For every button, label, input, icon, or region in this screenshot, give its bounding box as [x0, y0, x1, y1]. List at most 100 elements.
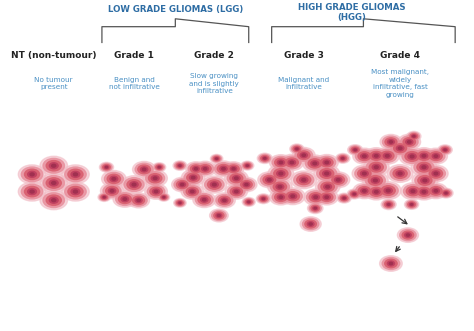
Circle shape	[375, 147, 400, 164]
Circle shape	[191, 176, 195, 179]
Circle shape	[363, 172, 366, 175]
Circle shape	[263, 175, 276, 184]
Circle shape	[381, 199, 396, 210]
Circle shape	[382, 258, 400, 269]
Circle shape	[270, 155, 292, 170]
Circle shape	[434, 190, 438, 192]
Circle shape	[121, 197, 128, 202]
Circle shape	[40, 173, 67, 192]
Circle shape	[259, 154, 271, 162]
Circle shape	[212, 161, 235, 177]
Circle shape	[337, 155, 348, 162]
Circle shape	[353, 183, 375, 199]
Circle shape	[422, 191, 426, 193]
Circle shape	[218, 214, 220, 216]
Circle shape	[384, 188, 392, 193]
Circle shape	[268, 178, 292, 195]
Circle shape	[411, 190, 415, 192]
Circle shape	[439, 146, 451, 154]
Circle shape	[421, 178, 429, 183]
Circle shape	[302, 218, 319, 230]
Circle shape	[172, 177, 193, 192]
Circle shape	[123, 198, 127, 200]
Circle shape	[353, 148, 376, 164]
Circle shape	[418, 187, 430, 196]
Circle shape	[153, 163, 166, 171]
Circle shape	[315, 178, 340, 195]
Circle shape	[429, 152, 442, 161]
Circle shape	[300, 177, 308, 183]
Circle shape	[98, 193, 110, 202]
Circle shape	[388, 140, 412, 156]
Circle shape	[325, 196, 328, 198]
Circle shape	[199, 165, 211, 173]
Circle shape	[246, 201, 251, 203]
Circle shape	[406, 201, 417, 208]
Circle shape	[197, 163, 214, 175]
Circle shape	[293, 146, 301, 152]
Circle shape	[350, 191, 358, 197]
Circle shape	[150, 187, 162, 196]
Circle shape	[365, 184, 388, 200]
Circle shape	[305, 220, 317, 228]
Circle shape	[183, 185, 201, 198]
Circle shape	[219, 196, 230, 205]
Circle shape	[228, 185, 245, 198]
Circle shape	[337, 179, 340, 181]
Circle shape	[18, 165, 46, 184]
Circle shape	[163, 197, 165, 198]
Text: Grade 4: Grade 4	[380, 51, 420, 60]
Circle shape	[444, 192, 448, 195]
Circle shape	[420, 165, 428, 170]
Circle shape	[281, 188, 305, 205]
Circle shape	[178, 202, 182, 204]
Circle shape	[101, 195, 108, 200]
Circle shape	[442, 190, 450, 196]
Circle shape	[406, 139, 413, 144]
Circle shape	[374, 166, 378, 168]
Circle shape	[399, 148, 425, 165]
Circle shape	[361, 188, 368, 193]
Circle shape	[73, 173, 78, 176]
Circle shape	[245, 183, 248, 186]
Circle shape	[49, 180, 58, 186]
Circle shape	[314, 208, 317, 209]
Circle shape	[381, 186, 395, 195]
Circle shape	[100, 162, 114, 172]
Circle shape	[420, 153, 428, 159]
Circle shape	[400, 229, 416, 241]
Circle shape	[349, 190, 360, 198]
Circle shape	[355, 167, 374, 180]
Circle shape	[354, 149, 356, 151]
Circle shape	[216, 213, 222, 217]
Circle shape	[175, 200, 185, 206]
Circle shape	[353, 148, 357, 152]
Circle shape	[202, 176, 227, 193]
Circle shape	[210, 209, 228, 222]
Circle shape	[404, 233, 411, 237]
Circle shape	[427, 150, 445, 162]
Circle shape	[27, 189, 36, 195]
Circle shape	[443, 148, 447, 151]
Circle shape	[142, 168, 146, 170]
Circle shape	[103, 165, 110, 170]
Circle shape	[365, 148, 388, 164]
Circle shape	[201, 166, 209, 171]
Circle shape	[190, 175, 197, 180]
Circle shape	[213, 193, 235, 208]
Circle shape	[288, 160, 296, 165]
Circle shape	[106, 186, 118, 195]
Circle shape	[52, 199, 56, 202]
Circle shape	[241, 181, 252, 189]
Circle shape	[349, 146, 361, 154]
Circle shape	[280, 154, 304, 170]
Circle shape	[135, 163, 153, 176]
Circle shape	[361, 154, 368, 159]
Circle shape	[300, 153, 308, 158]
Circle shape	[309, 204, 321, 213]
Circle shape	[274, 169, 288, 178]
Circle shape	[363, 190, 366, 192]
Text: Benign and
not infiltrative: Benign and not infiltrative	[109, 77, 159, 90]
Circle shape	[179, 202, 181, 204]
Circle shape	[363, 155, 366, 157]
